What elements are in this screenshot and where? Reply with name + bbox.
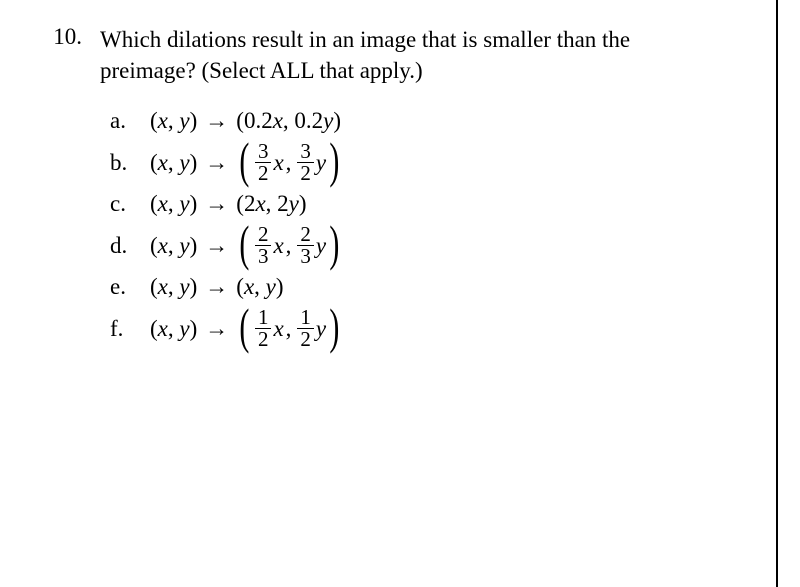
question-number: 10. (34, 24, 100, 50)
option-letter: c. (110, 191, 150, 217)
vertical-rule (776, 0, 778, 587)
option-letter: e. (110, 274, 150, 300)
option-letter: d. (110, 233, 150, 259)
option-math: (x, y) → (0.2x, 0.2y) (150, 108, 341, 134)
option-a[interactable]: a. (x, y) → (0.2x, 0.2y) (110, 108, 770, 134)
question-text: Which dilations result in an image that … (100, 24, 770, 86)
option-b[interactable]: b. (x, y) → ( 32x, 32y ) (110, 140, 770, 185)
option-e[interactable]: e. (x, y) → (x, y) (110, 274, 770, 300)
option-letter: f. (110, 316, 150, 342)
question-row: 10. Which dilations result in an image t… (34, 24, 770, 86)
option-f[interactable]: f. (x, y) → ( 12x, 12y ) (110, 306, 770, 351)
option-letter: a. (110, 108, 150, 134)
option-math: (x, y) → ( 12x, 12y ) (150, 306, 343, 351)
option-math: (x, y) → (x, y) (150, 274, 284, 300)
options-list: a. (x, y) → (0.2x, 0.2y) b. (x, y) → ( 3… (110, 108, 770, 351)
option-math: (x, y) → ( 23x, 23y ) (150, 223, 343, 268)
option-math: (x, y) → (2x, 2y) (150, 191, 307, 217)
option-letter: b. (110, 150, 150, 176)
option-math: (x, y) → ( 32x, 32y ) (150, 140, 343, 185)
option-d[interactable]: d. (x, y) → ( 23x, 23y ) (110, 223, 770, 268)
option-c[interactable]: c. (x, y) → (2x, 2y) (110, 191, 770, 217)
